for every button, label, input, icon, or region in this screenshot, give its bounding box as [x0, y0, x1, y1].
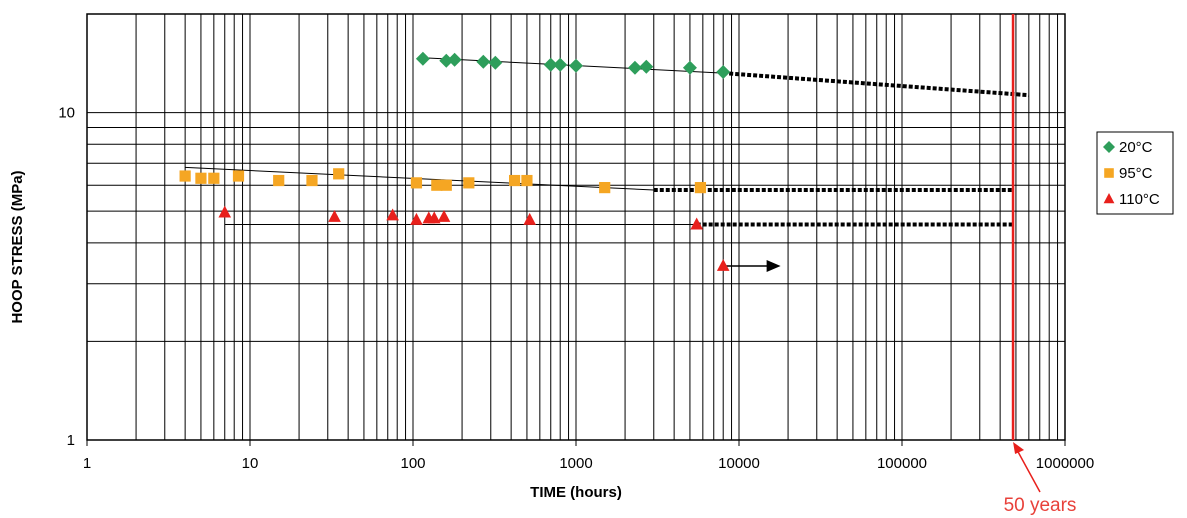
- point-square: [508, 174, 521, 187]
- x-tick-label: 1000000: [1036, 455, 1094, 472]
- fifty-years-pointer: [1016, 449, 1041, 493]
- point-square: [521, 174, 533, 187]
- legend: 20°C 95°C 110°C: [1096, 131, 1174, 215]
- point-diamond: [639, 59, 654, 74]
- x-tick-label: 100000: [877, 455, 927, 472]
- tick-labels: 1 10 100 1000 10000 100000 1000000 1 10: [58, 105, 1094, 472]
- legend-marker: [1104, 168, 1114, 178]
- point-square: [440, 179, 452, 191]
- point-square: [694, 181, 707, 194]
- x-tick-label: 10000: [718, 455, 760, 472]
- point-diamond: [682, 60, 697, 75]
- point-square: [463, 177, 475, 189]
- runout-point: [716, 258, 730, 271]
- x-tick-label: 100: [400, 455, 425, 472]
- point-triangle: [218, 205, 232, 218]
- point-triangle: [328, 209, 341, 222]
- point-square: [333, 168, 345, 180]
- data-points: [179, 51, 731, 271]
- legend-label: 95°C: [1119, 165, 1153, 182]
- runout-arrow-head: [766, 259, 781, 272]
- point-diamond: [439, 53, 454, 68]
- point-diamond: [476, 54, 491, 69]
- x-tick-label: 10: [242, 455, 259, 472]
- plot-frame: [86, 13, 1066, 446]
- point-triangle: [690, 217, 703, 230]
- point-diamond: [569, 58, 583, 73]
- point-square: [273, 174, 285, 187]
- legend-label: 20°C: [1119, 139, 1153, 156]
- point-square: [208, 172, 220, 184]
- point-square: [306, 174, 318, 187]
- legend-marker: [1103, 193, 1115, 204]
- y-axis-title: HOOP STRESS (MPa): [9, 170, 26, 323]
- point-triangle: [427, 211, 441, 224]
- x-tick-label: 1: [83, 455, 91, 472]
- point-diamond: [553, 57, 568, 72]
- point-diamond: [543, 57, 558, 72]
- point-square: [232, 170, 245, 182]
- y-tick-label: 1: [67, 432, 75, 449]
- fifty-years-label: 50 years: [1004, 495, 1077, 516]
- point-triangle: [437, 209, 451, 222]
- y-tick-label: 10: [58, 105, 75, 122]
- point-square: [410, 177, 423, 189]
- extrapolation-line: [723, 71, 1029, 98]
- legend-label: 110°C: [1119, 191, 1160, 208]
- point-triangle: [386, 208, 399, 221]
- point-square: [431, 179, 443, 191]
- point-square: [179, 170, 191, 182]
- point-square: [599, 181, 611, 194]
- x-tick-label: 1000: [559, 455, 592, 472]
- x-axis-title: TIME (hours): [530, 484, 622, 501]
- point-triangle: [523, 212, 537, 225]
- point-diamond: [627, 60, 642, 75]
- fifty-years-annotation: 50 years: [1004, 14, 1077, 516]
- legend-marker: [1103, 141, 1115, 153]
- point-diamond: [716, 65, 731, 80]
- point-diamond: [415, 51, 430, 66]
- point-diamond: [447, 52, 462, 67]
- point-square: [195, 172, 207, 184]
- point-triangle: [410, 212, 423, 225]
- fifty-years-arrowhead: [1013, 442, 1025, 454]
- point-diamond: [488, 55, 503, 70]
- plot-grid: [87, 14, 1065, 440]
